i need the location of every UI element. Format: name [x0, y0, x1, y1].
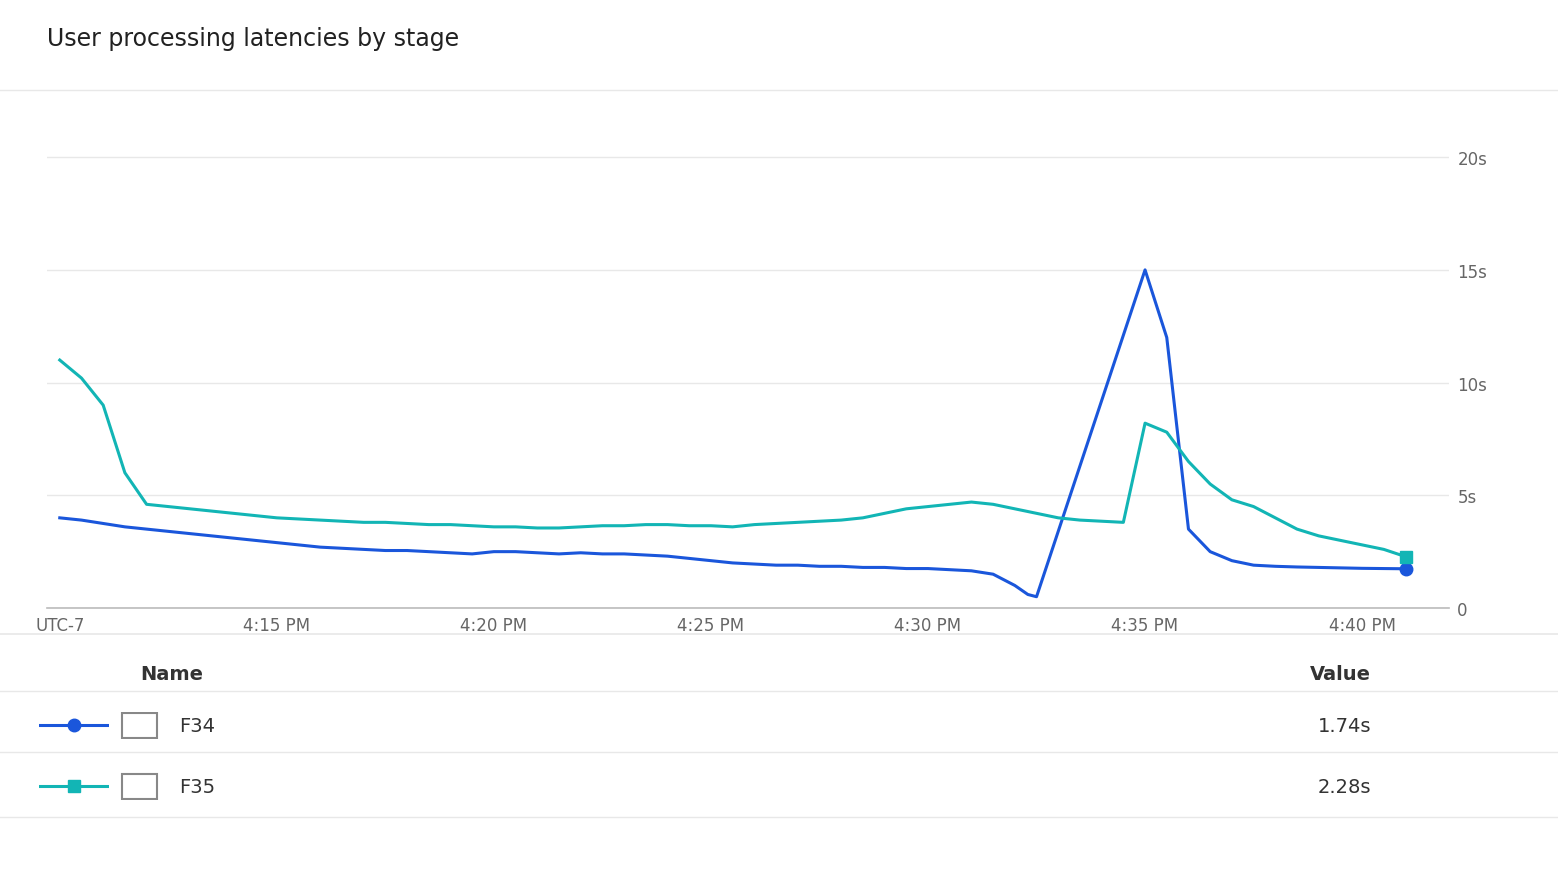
Text: Name: Name: [140, 664, 203, 683]
Text: User processing latencies by stage: User processing latencies by stage: [47, 27, 460, 51]
Text: 1.74s: 1.74s: [1318, 716, 1371, 735]
Text: Value: Value: [1310, 664, 1371, 683]
Text: 2.28s: 2.28s: [1318, 777, 1371, 796]
Text: F35: F35: [179, 777, 215, 796]
Text: F34: F34: [179, 716, 215, 735]
